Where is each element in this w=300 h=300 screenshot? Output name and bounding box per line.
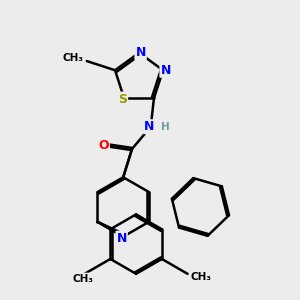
Text: CH₃: CH₃: [73, 274, 94, 284]
Text: O: O: [98, 139, 109, 152]
Text: CH₃: CH₃: [191, 272, 212, 282]
Text: N: N: [160, 64, 171, 77]
Text: N: N: [135, 46, 146, 59]
Text: N: N: [144, 120, 154, 133]
Text: N: N: [116, 232, 127, 245]
Text: CH₃: CH₃: [63, 53, 84, 63]
Text: S: S: [118, 93, 127, 106]
Text: H: H: [161, 122, 170, 132]
